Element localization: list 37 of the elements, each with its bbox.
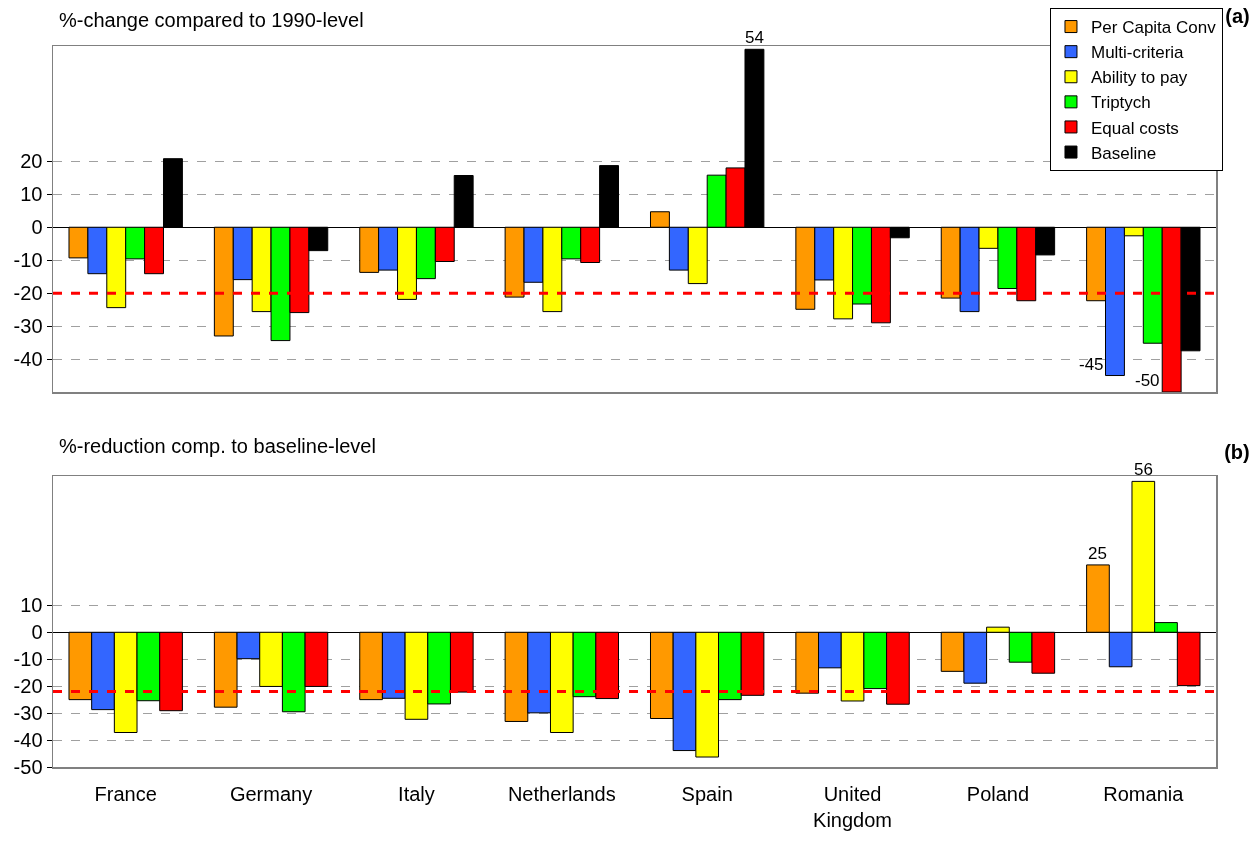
x-tick-label: Romania [1103,782,1185,805]
x-tick-label: Italy [398,782,435,805]
y-tick-label: -10 [13,648,43,671]
x-tick-label: Spain [681,782,733,805]
y-tick-label: -40 [13,729,43,752]
y-tick-label: -30 [13,315,43,338]
y-tick-label: 0 [31,216,43,239]
x-tick-label: United Kingdom [813,782,893,831]
y-tick-label: 0 [31,621,43,644]
legend-label: Ability to pay [1090,68,1188,88]
legend-label: Triptych [1090,93,1151,113]
data-label: 25 [1088,544,1107,563]
chart-title: (a) [1225,5,1250,27]
data-label: 56 [1134,460,1153,479]
legend-label: Multi-criteria [1090,43,1185,63]
y-tick-label: 10 [20,594,43,617]
legend-label: Equal costs [1090,118,1179,138]
y-tick-label: -50 [13,756,43,778]
x-tick-label: Poland [966,782,1030,805]
y-tick-label: -20 [13,675,43,698]
y-axis-title: %-change compared to 1990-level [59,9,364,31]
y-axis-title: %-reduction comp. to baseline-level [59,435,376,457]
chart-title: (b) [1224,441,1250,463]
y-tick-label: 20 [20,150,43,173]
data-label: -45 [1079,355,1104,374]
y-tick-label: -20 [13,282,43,305]
legend-label: Baseline [1090,143,1157,163]
y-tick-label: -10 [13,249,43,272]
y-tick-label: -40 [13,348,43,371]
y-tick-label: -30 [13,702,43,725]
x-tick-label: Netherlands [507,782,616,805]
data-label: 54 [745,28,764,47]
legend-label: Per Capita Conv [1090,18,1217,38]
x-tick-label: France [94,782,157,805]
data-label: -50 [1135,371,1160,390]
y-tick-label: 10 [20,183,43,206]
x-tick-label: Germany [229,782,313,805]
